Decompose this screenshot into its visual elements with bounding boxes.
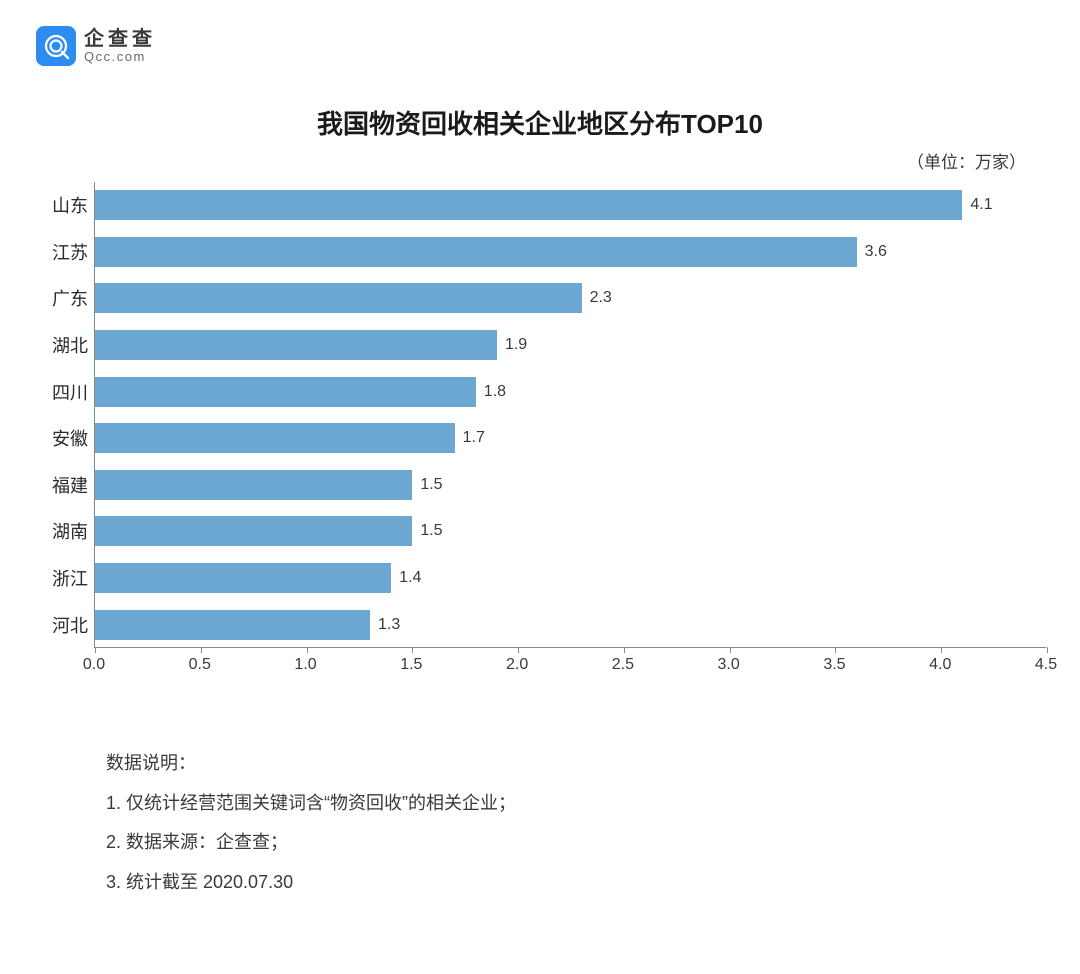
bar-row: 1.5 bbox=[95, 508, 1046, 555]
notes-heading: 数据说明： bbox=[106, 744, 516, 784]
y-axis-label: 福建 bbox=[42, 462, 88, 509]
bar-value: 1.5 bbox=[420, 522, 442, 540]
bar bbox=[95, 283, 582, 313]
x-axis-label: 1.0 bbox=[294, 656, 316, 674]
x-tick bbox=[201, 647, 202, 653]
x-axis-label: 2.5 bbox=[612, 656, 634, 674]
logo-en: Qcc.com bbox=[84, 50, 156, 64]
bar bbox=[95, 610, 370, 640]
x-tick bbox=[307, 647, 308, 653]
notes-item: 3. 统计截至 2020.07.30 bbox=[106, 863, 516, 903]
bar-value: 1.5 bbox=[420, 476, 442, 494]
bar-row: 2.3 bbox=[95, 275, 1046, 322]
logo: 企查查 Qcc.com bbox=[36, 26, 156, 66]
x-tick bbox=[95, 647, 96, 653]
bar-row: 1.9 bbox=[95, 322, 1046, 369]
chart-unit: （单位：万家） bbox=[907, 148, 1026, 173]
y-axis-label: 广东 bbox=[42, 275, 88, 322]
bar bbox=[95, 190, 962, 220]
x-tick bbox=[730, 647, 731, 653]
notes-item: 1. 仅统计经营范围关键词含“物资回收”的相关企业； bbox=[106, 784, 516, 824]
bar-row: 1.4 bbox=[95, 555, 1046, 602]
y-axis-label: 江苏 bbox=[42, 229, 88, 276]
y-axis-label: 湖北 bbox=[42, 322, 88, 369]
bar-value: 3.6 bbox=[865, 243, 887, 261]
x-axis-label: 1.5 bbox=[400, 656, 422, 674]
bar-row: 3.6 bbox=[95, 229, 1046, 276]
bar-row: 4.1 bbox=[95, 182, 1046, 229]
x-axis-label: 4.0 bbox=[929, 656, 951, 674]
y-axis-label: 河北 bbox=[42, 601, 88, 648]
plot-area: 4.1 3.6 2.3 1.9 1.8 1.7 1.5 1.5 1.4 1.3 bbox=[94, 182, 1046, 648]
x-axis-label: 0.0 bbox=[83, 656, 105, 674]
logo-icon bbox=[36, 26, 76, 66]
bar-value: 1.7 bbox=[463, 429, 485, 447]
x-axis-label: 2.0 bbox=[506, 656, 528, 674]
bar-value: 1.9 bbox=[505, 336, 527, 354]
bar bbox=[95, 563, 391, 593]
logo-cn: 企查查 bbox=[84, 28, 156, 50]
bar-value: 4.1 bbox=[970, 196, 992, 214]
bar bbox=[95, 470, 412, 500]
bar-row: 1.7 bbox=[95, 415, 1046, 462]
y-axis-label: 四川 bbox=[42, 368, 88, 415]
x-tick bbox=[518, 647, 519, 653]
y-axis-label: 山东 bbox=[42, 182, 88, 229]
x-tick bbox=[835, 647, 836, 653]
y-axis-label: 湖南 bbox=[42, 508, 88, 555]
bar-value: 1.3 bbox=[378, 616, 400, 634]
bar-value: 1.8 bbox=[484, 383, 506, 401]
bar-row: 1.5 bbox=[95, 462, 1046, 509]
notes-item: 2. 数据来源：企查查； bbox=[106, 823, 516, 863]
bar-value: 1.4 bbox=[399, 569, 421, 587]
logo-text: 企查查 Qcc.com bbox=[84, 28, 156, 64]
x-axis-label: 4.5 bbox=[1035, 656, 1057, 674]
data-notes: 数据说明： 1. 仅统计经营范围关键词含“物资回收”的相关企业； 2. 数据来源… bbox=[106, 744, 516, 902]
bar bbox=[95, 377, 476, 407]
chart-title: 我国物资回收相关企业地区分布TOP10 bbox=[0, 104, 1080, 141]
x-axis-label: 0.5 bbox=[189, 656, 211, 674]
x-tick bbox=[412, 647, 413, 653]
bar bbox=[95, 516, 412, 546]
y-axis-label: 安徽 bbox=[42, 415, 88, 462]
bar bbox=[95, 330, 497, 360]
bar-value: 2.3 bbox=[590, 289, 612, 307]
bar bbox=[95, 423, 455, 453]
bar-row: 1.8 bbox=[95, 368, 1046, 415]
x-tick bbox=[941, 647, 942, 653]
x-axis-label: 3.5 bbox=[823, 656, 845, 674]
y-axis-label: 浙江 bbox=[42, 555, 88, 602]
bar bbox=[95, 237, 857, 267]
x-tick bbox=[624, 647, 625, 653]
x-axis-label: 3.0 bbox=[718, 656, 740, 674]
bar-row: 1.3 bbox=[95, 601, 1046, 648]
x-tick bbox=[1047, 647, 1048, 653]
chart: 山东江苏广东湖北四川安徽福建湖南浙江河北 4.1 3.6 2.3 1.9 1.8 1.7 1… bbox=[42, 182, 1046, 688]
